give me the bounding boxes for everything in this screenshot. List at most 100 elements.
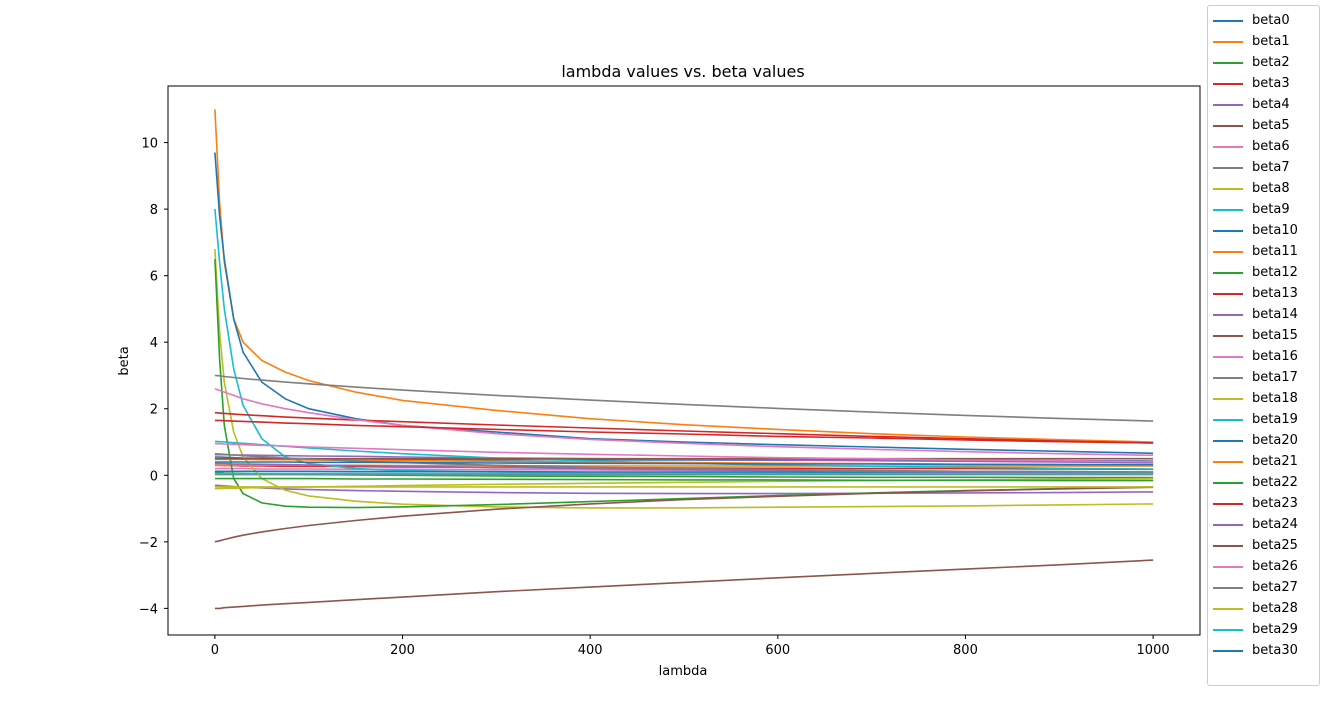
series-line-beta1	[214, 109, 1154, 443]
series-line-beta10	[214, 152, 1154, 455]
legend-swatch	[1213, 356, 1243, 358]
y-tick-label: 2	[150, 403, 158, 418]
legend-label: beta24	[1252, 517, 1298, 532]
legend-label: beta17	[1252, 370, 1298, 385]
x-tick-label: 800	[953, 643, 978, 658]
legend-label: beta2	[1252, 55, 1290, 70]
series-line-beta23	[214, 419, 1154, 444]
legend-swatch	[1213, 20, 1243, 22]
legend-label: beta5	[1252, 118, 1290, 133]
legend-item-beta0: beta0	[1208, 10, 1319, 31]
legend-item-beta15: beta15	[1208, 325, 1319, 346]
legend-swatch	[1213, 62, 1243, 64]
legend-swatch	[1213, 209, 1243, 211]
legend-label: beta29	[1252, 622, 1298, 637]
legend-label: beta16	[1252, 349, 1298, 364]
y-tick-label: 10	[141, 137, 158, 152]
legend-label: beta8	[1252, 181, 1290, 196]
legend-label: beta27	[1252, 580, 1298, 595]
legend-item-beta26: beta26	[1208, 556, 1319, 577]
legend-swatch	[1213, 461, 1243, 463]
legend-swatch	[1213, 650, 1243, 652]
legend-swatch	[1213, 629, 1243, 631]
legend-label: beta28	[1252, 601, 1298, 616]
legend-label: beta26	[1252, 559, 1298, 574]
legend-item-beta17: beta17	[1208, 367, 1319, 388]
legend-swatch	[1213, 608, 1243, 610]
legend-swatch	[1213, 125, 1243, 127]
y-tick-label: 8	[150, 203, 158, 218]
legend-swatch	[1213, 251, 1243, 253]
legend-item-beta18: beta18	[1208, 388, 1319, 409]
series-line-beta5	[214, 559, 1154, 610]
legend-swatch	[1213, 146, 1243, 148]
legend-item-beta28: beta28	[1208, 598, 1319, 619]
legend-item-beta9: beta9	[1208, 199, 1319, 220]
y-axis-label: beta	[117, 346, 132, 375]
series-line-beta8	[214, 248, 1154, 509]
legend-item-beta16: beta16	[1208, 346, 1319, 367]
legend-label: beta25	[1252, 538, 1298, 553]
x-tick-label: 200	[390, 643, 415, 658]
legend: beta0 beta1 beta2 beta3 beta4 beta5 beta6 beta7…	[1207, 5, 1320, 686]
legend-swatch	[1213, 503, 1243, 505]
legend-swatch	[1213, 398, 1243, 400]
legend-item-beta12: beta12	[1208, 262, 1319, 283]
y-tick-label: 6	[150, 270, 158, 285]
legend-label: beta23	[1252, 496, 1298, 511]
legend-item-beta24: beta24	[1208, 514, 1319, 535]
legend-item-beta22: beta22	[1208, 472, 1319, 493]
legend-item-beta2: beta2	[1208, 52, 1319, 73]
legend-label: beta18	[1252, 391, 1298, 406]
legend-item-beta20: beta20	[1208, 430, 1319, 451]
legend-swatch	[1213, 83, 1243, 85]
legend-label: beta22	[1252, 475, 1298, 490]
series-line-beta19	[214, 440, 1154, 470]
legend-label: beta10	[1252, 223, 1298, 238]
legend-item-beta25: beta25	[1208, 535, 1319, 556]
legend-label: beta7	[1252, 160, 1290, 175]
y-tick-label: 4	[150, 336, 158, 351]
legend-swatch	[1213, 566, 1243, 568]
legend-item-beta27: beta27	[1208, 577, 1319, 598]
x-tick-label: 600	[765, 643, 790, 658]
legend-swatch	[1213, 335, 1243, 337]
legend-label: beta19	[1252, 412, 1298, 427]
legend-item-beta8: beta8	[1208, 178, 1319, 199]
legend-item-beta1: beta1	[1208, 31, 1319, 52]
legend-label: beta30	[1252, 643, 1298, 658]
legend-swatch	[1213, 41, 1243, 43]
y-axis-ticks: −4 −2 0 2 4 6 8 10	[139, 137, 168, 617]
y-tick-label: 0	[150, 469, 158, 484]
legend-swatch	[1213, 272, 1243, 274]
legend-item-beta3: beta3	[1208, 73, 1319, 94]
legend-swatch	[1213, 524, 1243, 526]
legend-item-beta6: beta6	[1208, 136, 1319, 157]
legend-swatch	[1213, 293, 1243, 295]
legend-swatch	[1213, 230, 1243, 232]
legend-item-beta14: beta14	[1208, 304, 1319, 325]
legend-swatch	[1213, 419, 1243, 421]
legend-item-beta21: beta21	[1208, 451, 1319, 472]
x-tick-label: 0	[211, 643, 219, 658]
legend-label: beta6	[1252, 139, 1290, 154]
legend-label: beta15	[1252, 328, 1298, 343]
legend-swatch	[1213, 545, 1243, 547]
legend-item-beta13: beta13	[1208, 283, 1319, 304]
x-tick-label: 400	[578, 643, 603, 658]
legend-item-beta10: beta10	[1208, 220, 1319, 241]
y-tick-label: −2	[139, 536, 158, 551]
legend-item-beta30: beta30	[1208, 640, 1319, 661]
series-line-beta13	[214, 411, 1154, 444]
legend-item-beta5: beta5	[1208, 115, 1319, 136]
legend-swatch	[1213, 440, 1243, 442]
legend-label: beta14	[1252, 307, 1298, 322]
legend-item-beta11: beta11	[1208, 241, 1319, 262]
series-line-beta17	[214, 374, 1154, 422]
legend-label: beta11	[1252, 244, 1298, 259]
x-tick-label: 1000	[1137, 643, 1170, 658]
legend-item-beta4: beta4	[1208, 94, 1319, 115]
legend-item-beta23: beta23	[1208, 493, 1319, 514]
legend-swatch	[1213, 587, 1243, 589]
